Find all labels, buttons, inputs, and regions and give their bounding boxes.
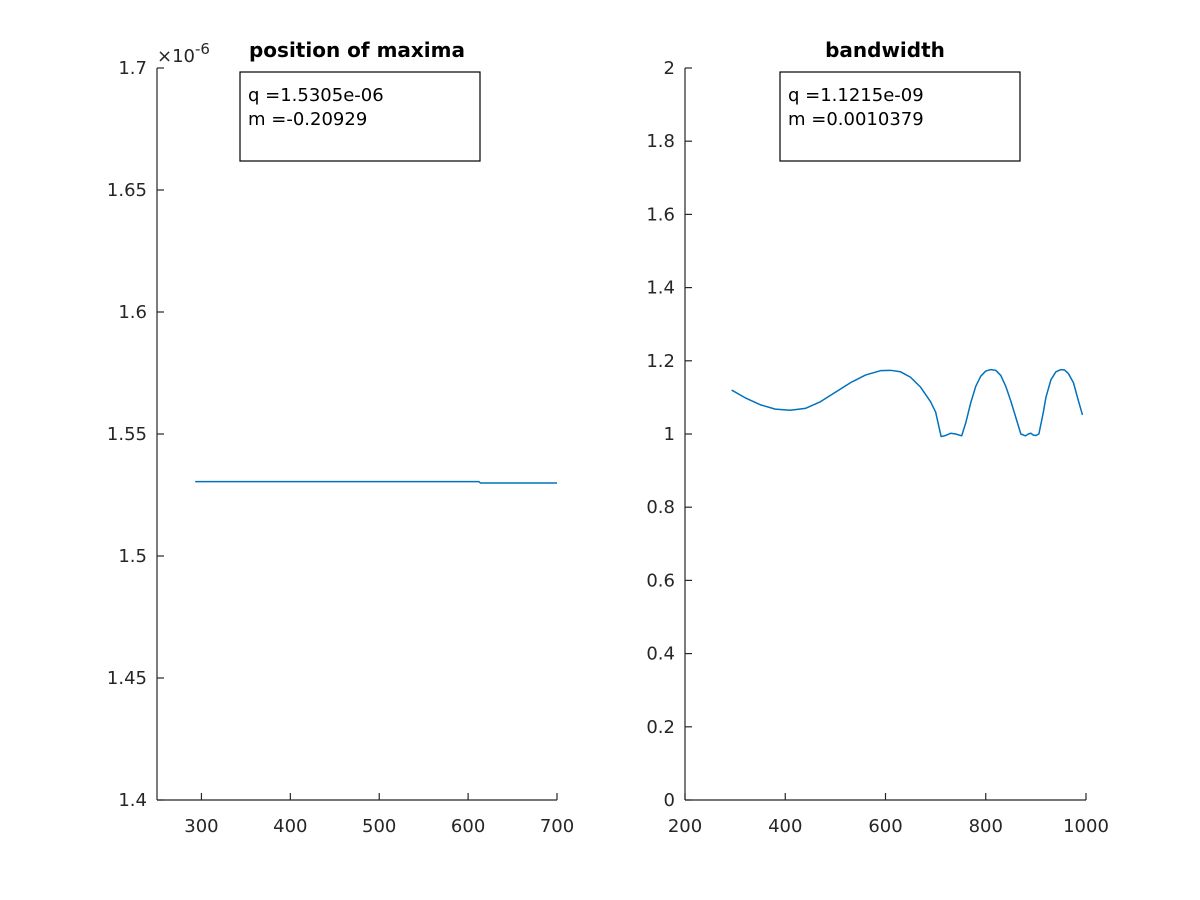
y-tick-label: 0.8 [646, 497, 675, 518]
annotation-box: q =1.5305e-06 m =-0.20929 [239, 71, 481, 162]
y-exponent-base: ×10 [157, 46, 195, 67]
y-exponent-label: ×10-6 [157, 40, 210, 67]
y-exponent-power: -6 [195, 40, 210, 58]
annotation-line-m: m =-0.20929 [248, 109, 367, 130]
y-ticks: 0 0.2 0.4 0.6 0.8 1 1.2 1.4 1.6 1.8 2 [646, 58, 692, 811]
x-tick-label: 800 [969, 816, 1003, 837]
y-tick-label: 1.6 [118, 302, 147, 323]
annotation-line-m: m =0.0010379 [788, 109, 924, 130]
y-tick-label: 1.8 [646, 131, 675, 152]
y-tick-label: 1 [664, 424, 675, 445]
y-tick-label: 1.5 [118, 546, 147, 567]
x-tick-label: 500 [362, 816, 396, 837]
series-group [731, 368, 1084, 438]
y-tick-label: 0.4 [646, 644, 675, 665]
x-tick-label: 600 [451, 816, 485, 837]
annotation-line-q: q =1.1215e-09 [788, 85, 924, 106]
subplot-title: position of maxima [249, 38, 465, 62]
y-tick-label: 0 [664, 790, 675, 811]
svg-text:×10-6: ×10-6 [157, 40, 210, 67]
subplot-position-of-maxima: position of maxima 300 400 500 600 700 1.41.… [107, 38, 574, 837]
y-tick-label: 1.6 [646, 204, 675, 225]
y-tick-label: 1.7 [118, 58, 147, 79]
y-tick-label: 0.2 [646, 717, 675, 738]
y-tick-label: 1.65 [107, 180, 147, 201]
x-tick-label: 700 [540, 816, 574, 837]
y-tick-label: 1.2 [646, 351, 675, 372]
x-tick-label: 1000 [1063, 816, 1109, 837]
x-tick-label: 400 [768, 816, 802, 837]
series-group [195, 480, 557, 484]
x-ticks: 200 400 600 800 1000 [668, 793, 1109, 837]
series-line [731, 368, 1084, 438]
annotation-box: q =1.1215e-09 m =0.0010379 [779, 71, 1021, 162]
series-line [195, 480, 557, 484]
annotation-line-q: q =1.5305e-06 [248, 85, 384, 106]
y-ticks: 1.4 1.45 1.5 1.55 1.6 1.65 1.7 [107, 58, 164, 811]
y-tick-label: 1.4 [118, 790, 147, 811]
x-tick-label: 200 [668, 816, 702, 837]
subplot-bandwidth: bandwidth 200 400 600 800 1000 0 0.2 0.4 0.6 0.8… [646, 38, 1109, 837]
y-tick-label: 2 [664, 58, 675, 79]
x-tick-label: 400 [273, 816, 307, 837]
y-tick-label: 1.45 [107, 668, 147, 689]
y-tick-label: 1.4 [646, 278, 675, 299]
y-tick-label: 1.55 [107, 424, 147, 445]
x-ticks: 300 400 500 600 700 [184, 793, 574, 837]
y-tick-label: 0.6 [646, 570, 675, 591]
x-tick-label: 300 [184, 816, 218, 837]
x-tick-label: 600 [868, 816, 902, 837]
subplot-title: bandwidth [825, 38, 945, 62]
